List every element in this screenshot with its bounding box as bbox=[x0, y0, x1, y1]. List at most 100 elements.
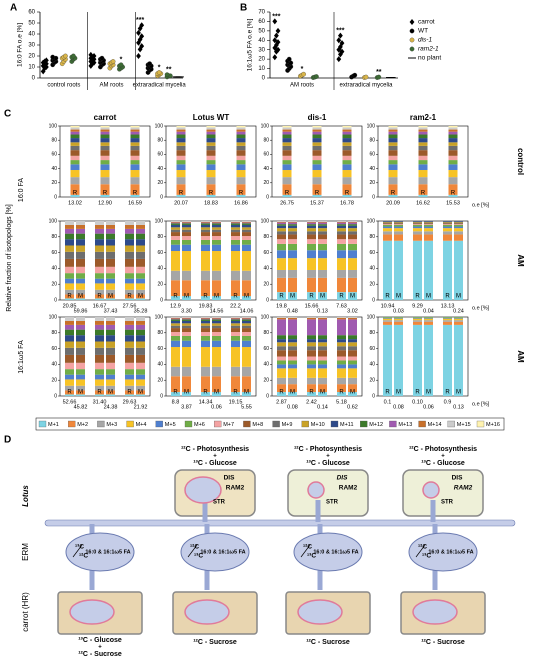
bar-category: R bbox=[103, 191, 108, 197]
bar-segment bbox=[424, 320, 433, 322]
bar-segment bbox=[318, 221, 327, 222]
y-tick-label: 60 bbox=[369, 250, 375, 256]
bar-segment bbox=[448, 142, 458, 146]
x-category-label: AM roots bbox=[290, 83, 314, 89]
bar-segment bbox=[418, 194, 428, 197]
group-title: ram2-1 bbox=[410, 113, 437, 122]
bar-segment bbox=[201, 317, 210, 319]
bar-segment bbox=[76, 341, 85, 348]
data-point bbox=[118, 62, 124, 68]
bar-segment bbox=[454, 231, 463, 235]
fa-label: 16:0 & 16:1ω5 FA bbox=[428, 549, 473, 555]
bar-segment bbox=[388, 160, 398, 165]
bar-segment bbox=[288, 239, 297, 244]
bar-segment bbox=[106, 369, 115, 375]
bar-segment bbox=[171, 296, 180, 300]
source-text: ¹²C - Sucrose bbox=[306, 639, 350, 646]
bar-segment bbox=[388, 177, 398, 185]
bar-segment bbox=[136, 278, 145, 284]
bar-segment bbox=[136, 379, 145, 386]
bar-segment bbox=[307, 368, 316, 378]
y-tick-label: 0 bbox=[160, 297, 163, 303]
bar-segment bbox=[125, 329, 134, 336]
bar-segment bbox=[231, 320, 240, 324]
bar-segment bbox=[236, 129, 246, 132]
bar-category: R bbox=[209, 191, 214, 197]
y-tick-label: 0 bbox=[372, 297, 375, 303]
data-point bbox=[63, 53, 68, 59]
bar-segment bbox=[130, 134, 140, 139]
bar-segment bbox=[201, 317, 210, 318]
bar-segment bbox=[176, 142, 186, 146]
bar-category: R bbox=[385, 390, 390, 396]
y-tick-label: 40 bbox=[51, 266, 57, 272]
bar-segment bbox=[171, 317, 180, 318]
fa-label: 16:0 & 16:1ω5 FA bbox=[200, 549, 245, 555]
bar-segment bbox=[388, 155, 398, 161]
bar-segment bbox=[282, 142, 292, 146]
source-text: ¹³C - Glucose bbox=[306, 460, 350, 467]
bar-segment bbox=[231, 325, 240, 329]
bar-segment bbox=[307, 221, 316, 222]
bar-segment bbox=[418, 129, 428, 132]
bar-segment bbox=[130, 126, 140, 128]
bar-note: 8.8 bbox=[172, 399, 180, 405]
bar-segment bbox=[277, 342, 286, 347]
bar-segment bbox=[277, 350, 286, 357]
y-tick-label: 80 bbox=[157, 234, 163, 240]
bar-segment bbox=[394, 231, 403, 235]
bar-segment bbox=[201, 296, 210, 300]
bar-segment bbox=[394, 223, 403, 225]
bar-segment bbox=[65, 283, 74, 290]
bar-segment bbox=[282, 164, 292, 171]
bar-segment bbox=[307, 356, 316, 361]
bar-segment bbox=[182, 223, 191, 225]
bar-note: 31.40 bbox=[93, 399, 107, 405]
bar-segment bbox=[388, 145, 398, 151]
bar-segment bbox=[100, 126, 110, 128]
bar-category: R bbox=[233, 390, 238, 396]
bar-segment bbox=[65, 245, 74, 252]
bar-segment bbox=[182, 366, 191, 377]
bar-segment bbox=[443, 231, 452, 235]
bar-segment bbox=[182, 332, 191, 336]
data-point bbox=[139, 33, 145, 40]
bar-segment bbox=[424, 317, 433, 318]
bar-segment bbox=[212, 319, 221, 321]
bar-segment bbox=[424, 234, 433, 241]
bar-segment bbox=[282, 194, 292, 197]
bar-segment bbox=[337, 258, 346, 270]
y-tick-label: 20 bbox=[51, 282, 57, 288]
bar-segment bbox=[201, 270, 210, 281]
bar-category: M bbox=[78, 390, 83, 396]
bar-segment bbox=[277, 243, 286, 251]
bar-segment bbox=[212, 236, 221, 240]
bar-segment bbox=[348, 292, 357, 300]
bar-segment bbox=[206, 177, 216, 185]
bar-segment bbox=[424, 224, 433, 225]
bar-segment bbox=[136, 283, 145, 290]
bar-segment bbox=[70, 164, 80, 171]
source-text: + bbox=[213, 454, 217, 460]
bar-segment bbox=[182, 232, 191, 237]
bar-segment bbox=[448, 177, 458, 185]
bar-segment bbox=[448, 138, 458, 143]
bar-segment bbox=[388, 134, 398, 139]
significance: *** bbox=[336, 27, 344, 34]
bar-segment bbox=[212, 366, 221, 377]
bar-segment bbox=[413, 221, 422, 223]
bar-segment bbox=[342, 164, 352, 171]
y-tick-label: 20 bbox=[51, 180, 57, 186]
bar-segment bbox=[100, 164, 110, 171]
y-tick-label: 100 bbox=[155, 314, 164, 320]
bar-segment bbox=[182, 270, 191, 281]
bar-segment bbox=[448, 129, 458, 132]
bar-category: R bbox=[315, 191, 320, 197]
bar-segment bbox=[171, 325, 180, 329]
source-text: ¹²C - Photosynthesis bbox=[294, 446, 362, 453]
bar-segment bbox=[388, 150, 398, 156]
bar-segment bbox=[413, 317, 422, 319]
bar-segment bbox=[206, 160, 216, 165]
bar-segment bbox=[176, 150, 186, 156]
bar-segment bbox=[106, 278, 115, 284]
